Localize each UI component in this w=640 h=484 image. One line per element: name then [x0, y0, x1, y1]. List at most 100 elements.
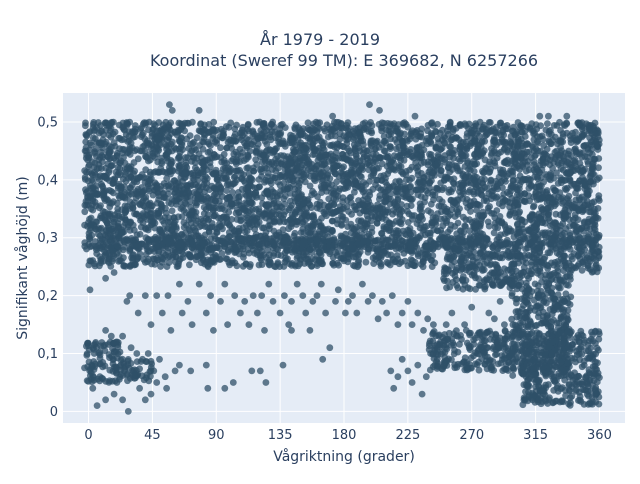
- data-point: [98, 128, 105, 135]
- data-point: [277, 173, 284, 180]
- data-point: [384, 259, 391, 266]
- data-point: [460, 273, 467, 280]
- data-point: [129, 182, 136, 189]
- data-point: [127, 151, 134, 158]
- data-point: [409, 127, 416, 134]
- data-point: [374, 220, 381, 227]
- data-point: [536, 183, 543, 190]
- data-point: [515, 119, 522, 126]
- data-point: [81, 208, 88, 215]
- data-point: [242, 205, 249, 212]
- data-point: [552, 134, 559, 141]
- data-point: [404, 138, 411, 145]
- data-point: [82, 122, 89, 129]
- data-point: [348, 168, 355, 175]
- data-point: [409, 153, 416, 160]
- data-point: [133, 211, 140, 218]
- data-point: [95, 242, 102, 249]
- data-point: [220, 132, 227, 139]
- data-point: [507, 211, 514, 218]
- data-point: [263, 235, 270, 242]
- data-point: [546, 198, 553, 205]
- data-point: [259, 248, 266, 255]
- data-point: [270, 252, 277, 259]
- data-point: [524, 140, 531, 147]
- data-point: [566, 176, 573, 183]
- data-point: [127, 219, 134, 226]
- data-point: [418, 134, 425, 141]
- data-point: [247, 148, 254, 155]
- data-point: [457, 122, 464, 129]
- data-point: [425, 159, 432, 166]
- data-point: [285, 160, 292, 167]
- data-point: [322, 160, 329, 167]
- data-point: [448, 206, 455, 213]
- data-point: [435, 187, 442, 194]
- data-point: [319, 231, 326, 238]
- data-point: [86, 216, 93, 223]
- data-point: [441, 240, 448, 247]
- data-point: [544, 191, 551, 198]
- data-point: [495, 219, 502, 226]
- data-point: [176, 153, 183, 160]
- data-point: [368, 225, 375, 232]
- data-point: [376, 196, 383, 203]
- data-point: [81, 222, 88, 229]
- data-point: [507, 188, 514, 195]
- data-point: [98, 165, 105, 172]
- data-point: [463, 146, 470, 153]
- data-point: [364, 153, 371, 160]
- data-point: [120, 263, 127, 270]
- data-point: [117, 230, 124, 237]
- data-point: [222, 207, 229, 214]
- data-point: [210, 245, 217, 252]
- data-point: [455, 211, 462, 218]
- data-point: [178, 144, 185, 151]
- data-point: [595, 205, 602, 212]
- data-point: [503, 227, 510, 234]
- data-point: [390, 257, 397, 264]
- data-point: [558, 165, 565, 172]
- data-point: [274, 153, 281, 160]
- data-point: [187, 193, 194, 200]
- data-point: [225, 139, 232, 146]
- data-point: [531, 202, 538, 209]
- data-point: [284, 186, 291, 193]
- data-point: [225, 194, 232, 201]
- data-point: [272, 263, 279, 270]
- data-point: [265, 247, 272, 254]
- data-point: [110, 251, 117, 258]
- data-point: [292, 191, 299, 198]
- data-point: [225, 259, 232, 266]
- data-point: [553, 211, 560, 218]
- data-point: [114, 206, 121, 213]
- data-point: [539, 231, 546, 238]
- data-point: [469, 139, 476, 146]
- data-point: [251, 250, 258, 257]
- data-point: [479, 213, 486, 220]
- data-point: [332, 242, 339, 249]
- data-point: [317, 205, 324, 212]
- data-point: [277, 188, 284, 195]
- data-point: [163, 146, 170, 153]
- data-point: [452, 242, 459, 249]
- data-point: [322, 128, 329, 135]
- data-point: [455, 237, 462, 244]
- data-point: [201, 261, 208, 268]
- data-point: [356, 201, 363, 208]
- data-point: [251, 138, 258, 145]
- data-point: [444, 174, 451, 181]
- data-point: [103, 239, 110, 246]
- data-point: [526, 227, 533, 234]
- data-point: [176, 247, 183, 254]
- data-point: [428, 219, 435, 226]
- data-point: [452, 223, 459, 230]
- data-point: [515, 201, 522, 208]
- data-point: [500, 251, 507, 258]
- data-point: [282, 259, 289, 266]
- data-point: [302, 172, 309, 179]
- data-point: [305, 134, 312, 141]
- data-point: [256, 219, 263, 226]
- data-point: [145, 256, 152, 263]
- data-point: [318, 189, 325, 196]
